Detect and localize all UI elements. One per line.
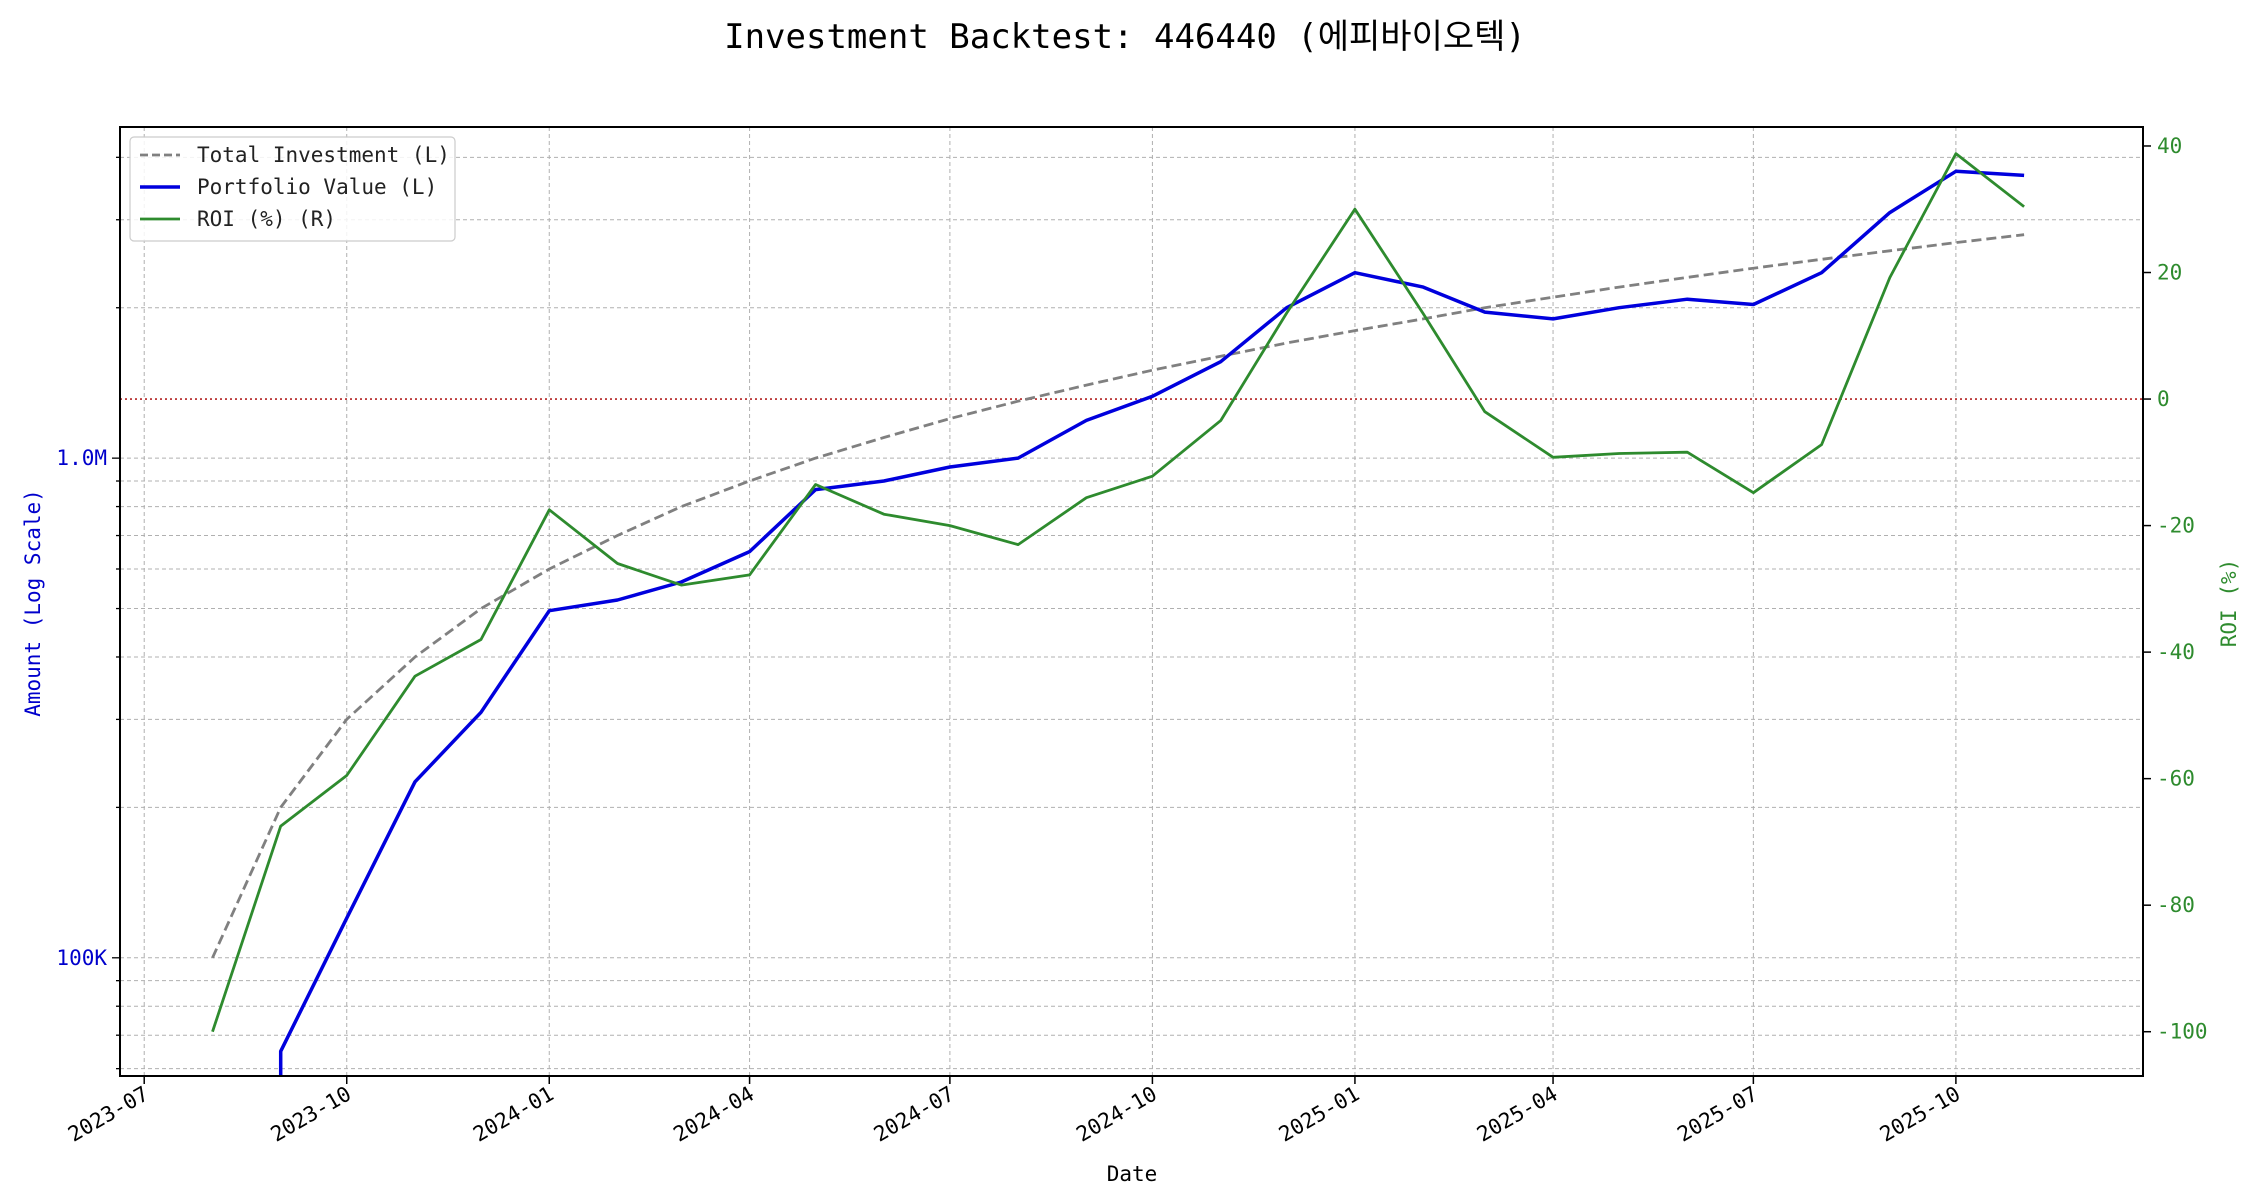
right-y-tick-label: 40	[2157, 134, 2182, 158]
roi-line	[211, 152, 2025, 1033]
legend-total-investment-label: Total Investment (L)	[197, 143, 450, 167]
right-y-tick-label: -100	[2157, 1020, 2208, 1044]
right-y-tick-label: -20	[2157, 514, 2195, 538]
x-tick-label: 2025-10	[1876, 1082, 1965, 1147]
portfolio-value-line	[278, 169, 2025, 1076]
left-y-tick-label: 100K	[56, 946, 107, 970]
x-tick-label: 2024-01	[469, 1082, 558, 1147]
series-layer	[211, 152, 2025, 1076]
chart-title: Investment Backtest: 446440 (에피바이오텍)	[724, 17, 1526, 57]
legend-roi-label: ROI (%) (R)	[197, 207, 336, 231]
axes-layer: 2023-07 2023-10 2024-01 2024-04 2024-07 2024-…	[56, 134, 2207, 1147]
left-y-axis-label: Amount (Log Scale)	[21, 489, 45, 717]
total-investment-line	[211, 233, 2025, 959]
x-tick-label: 2023-07	[64, 1082, 153, 1147]
x-tick-label: 2024-04	[669, 1082, 758, 1147]
x-tick-label: 2023-10	[267, 1082, 356, 1147]
legend-portfolio-value-label: Portfolio Value (L)	[197, 175, 437, 199]
right-y-tick-label: 20	[2157, 261, 2182, 285]
grid	[120, 127, 2143, 1076]
legend-box	[129, 136, 456, 242]
legend: Total Investment (L) Portfolio Value (L) R…	[129, 136, 456, 242]
x-tick-label: 2024-07	[870, 1082, 959, 1147]
x-tick-label: 2025-01	[1275, 1082, 1364, 1147]
right-y-tick-label: -80	[2157, 893, 2195, 917]
right-y-tick-label: 0	[2157, 387, 2170, 411]
left-y-tick-label: 1.0M	[56, 446, 107, 470]
x-tick-label: 2025-07	[1673, 1082, 1762, 1147]
right-y-tick-label: -60	[2157, 767, 2195, 791]
right-y-axis-label: ROI (%)	[2217, 559, 2241, 648]
x-tick-label: 2024-10	[1072, 1082, 1161, 1147]
plot-frame	[119, 126, 2144, 1077]
x-axis-label: Date	[1107, 1162, 1158, 1186]
x-tick-label: 2025-04	[1473, 1082, 1562, 1147]
right-y-tick-label: -40	[2157, 640, 2195, 664]
